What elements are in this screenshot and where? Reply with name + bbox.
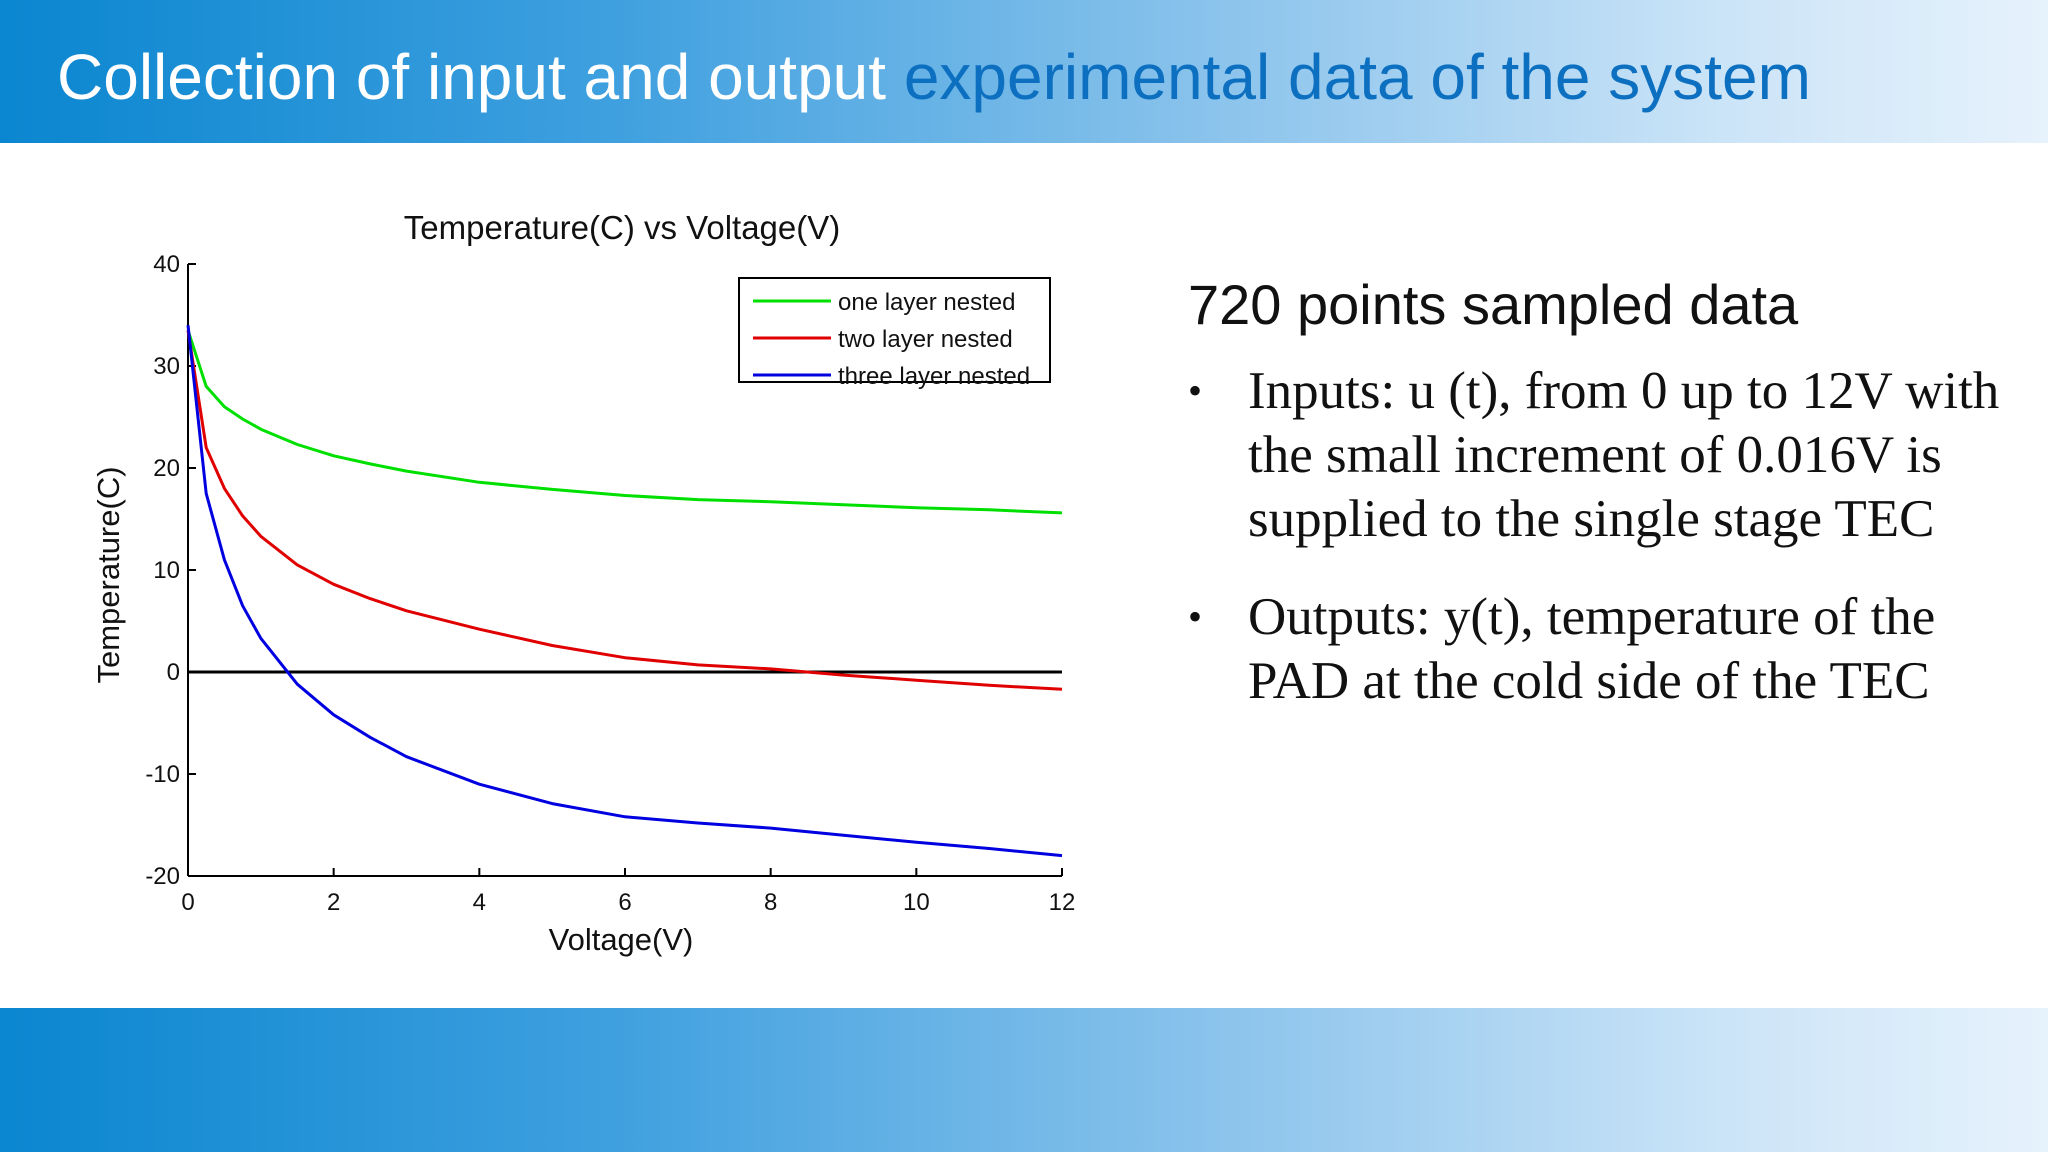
- series-line-3: [186, 325, 1063, 858]
- x-tick-label: 8: [764, 889, 777, 916]
- y-tick-label: 20: [153, 455, 180, 482]
- chart-title: Temperature(C) vs Voltage(V): [404, 209, 841, 246]
- info-heading: 720 points sampled data: [1188, 273, 1799, 336]
- y-tick-label: -20: [145, 863, 180, 890]
- x-tick-label: 10: [903, 889, 930, 916]
- y-tick-label: -10: [145, 761, 180, 788]
- y-tick-label: 0: [167, 659, 180, 686]
- bullet-text-outputs: Outputs: y(t), temperature of the PAD at…: [1248, 588, 1936, 710]
- axes-layer: 0 2 4 6 8 10 12 -20 -10 0 10 20 30 40: [145, 251, 1075, 916]
- legend: one layer nested two layer nested three la…: [738, 277, 1051, 390]
- bullet-text-inputs: Inputs: u (t), from 0 up to 12V with the…: [1248, 362, 2000, 548]
- y-tick-label: 40: [153, 251, 180, 278]
- chart-xlabel: Voltage(V): [549, 922, 694, 957]
- bullet-item-outputs: • Outputs: y(t), temperature of the PAD …: [1188, 585, 2008, 713]
- temperature-voltage-chart: Temperature(C) vs Voltage(V) Voltage(V) …: [91, 209, 1075, 957]
- header-band: [0, 0, 2048, 143]
- y-tick-label: 30: [153, 353, 180, 380]
- x-tick-label: 12: [1049, 889, 1076, 916]
- x-tick-label: 0: [181, 889, 194, 916]
- slide-title: Collection of input and output experimen…: [57, 40, 1811, 114]
- y-tick-label: 10: [153, 557, 180, 584]
- footer-band: [0, 1008, 2048, 1152]
- legend-label: three layer nested: [838, 363, 1030, 390]
- legend-box: [738, 277, 1051, 383]
- legend-label: two layer nested: [838, 326, 1013, 353]
- info-panel: 720 points sampled data • Inputs: u (t),…: [1188, 272, 2008, 747]
- x-tick-label: 6: [618, 889, 631, 916]
- slide-title-blue: experimental data of the system: [903, 41, 1811, 113]
- chart-ylabel: Temperature(C): [91, 466, 126, 683]
- x-tick-label: 4: [473, 889, 486, 916]
- series-line-2: [186, 330, 1063, 691]
- lines-layer: [186, 325, 1063, 858]
- legend-label: one layer nested: [838, 289, 1015, 316]
- bullet-dot-icon: •: [1188, 368, 1203, 413]
- series-line-1: [186, 329, 1063, 515]
- bullet-dot-icon: •: [1188, 594, 1203, 639]
- bullet-item-inputs: • Inputs: u (t), from 0 up to 12V with t…: [1188, 359, 2008, 551]
- x-tick-label: 2: [327, 889, 340, 916]
- slide-title-white: Collection of input and output: [57, 41, 904, 113]
- bullet-list: • Inputs: u (t), from 0 up to 12V with t…: [1188, 359, 2008, 713]
